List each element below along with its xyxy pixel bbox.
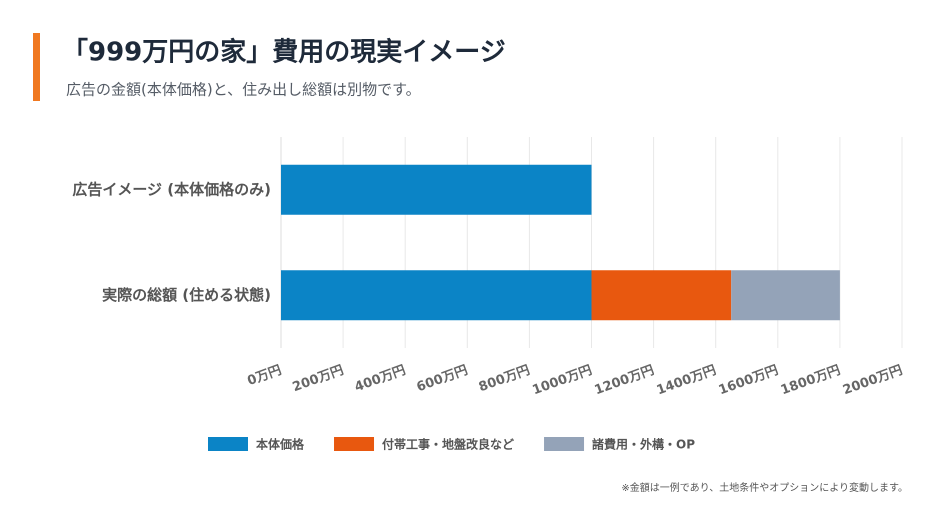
x-tick-label: 800万円: [477, 363, 532, 395]
chart-title: 「999万円の家」費用の現実イメージ: [62, 37, 506, 68]
legend-swatch: [334, 437, 375, 451]
x-tick-label: 400万円: [353, 363, 408, 395]
x-tick-label: 1200万円: [593, 363, 657, 398]
bar: [731, 270, 840, 321]
x-tick-label: 1800万円: [779, 363, 843, 398]
x-tick-label: 1000万円: [530, 363, 594, 398]
x-tick-label: 2000万円: [841, 363, 905, 398]
bar: [591, 270, 732, 321]
footnote: ※金額は一例であり、土地条件やオプションにより変動します。: [621, 481, 908, 494]
bar: [281, 270, 592, 321]
x-tick-label: 600万円: [415, 363, 470, 395]
legend-swatch: [544, 437, 585, 451]
y-tick-label: 実際の総額 (住める状態): [102, 286, 271, 304]
x-tick-label: 0万円: [246, 363, 284, 389]
chart-subtitle: 広告の金額(本体価格)と、住み出し総額は別物です。: [66, 81, 421, 99]
bar: [281, 164, 592, 215]
x-tick-label: 200万円: [291, 363, 346, 395]
y-tick-label: 広告イメージ (本体価格のみ): [72, 180, 271, 198]
accent-bar: [33, 33, 40, 101]
legend-label: 本体価格: [256, 437, 305, 452]
legend-label: 諸費用・外構・OP: [592, 437, 695, 452]
legend-swatch: [208, 437, 248, 451]
legend-label: 付帯工事・地盤改良など: [382, 437, 514, 452]
x-tick-label: 1600万円: [717, 363, 781, 398]
x-tick-label: 1400万円: [655, 363, 719, 398]
